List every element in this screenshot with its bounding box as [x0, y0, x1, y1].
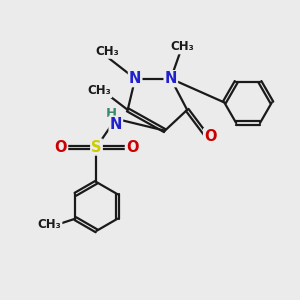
Text: CH₃: CH₃ [95, 45, 119, 58]
Text: O: O [204, 129, 217, 144]
Text: CH₃: CH₃ [88, 84, 111, 97]
Text: S: S [91, 140, 102, 154]
Text: CH₃: CH₃ [38, 218, 61, 230]
Text: N: N [165, 71, 177, 86]
Text: H: H [106, 107, 117, 120]
Text: O: O [126, 140, 138, 154]
Text: N: N [129, 71, 141, 86]
Text: N: N [110, 117, 122, 132]
Text: O: O [55, 140, 67, 154]
Text: CH₃: CH₃ [171, 40, 195, 53]
